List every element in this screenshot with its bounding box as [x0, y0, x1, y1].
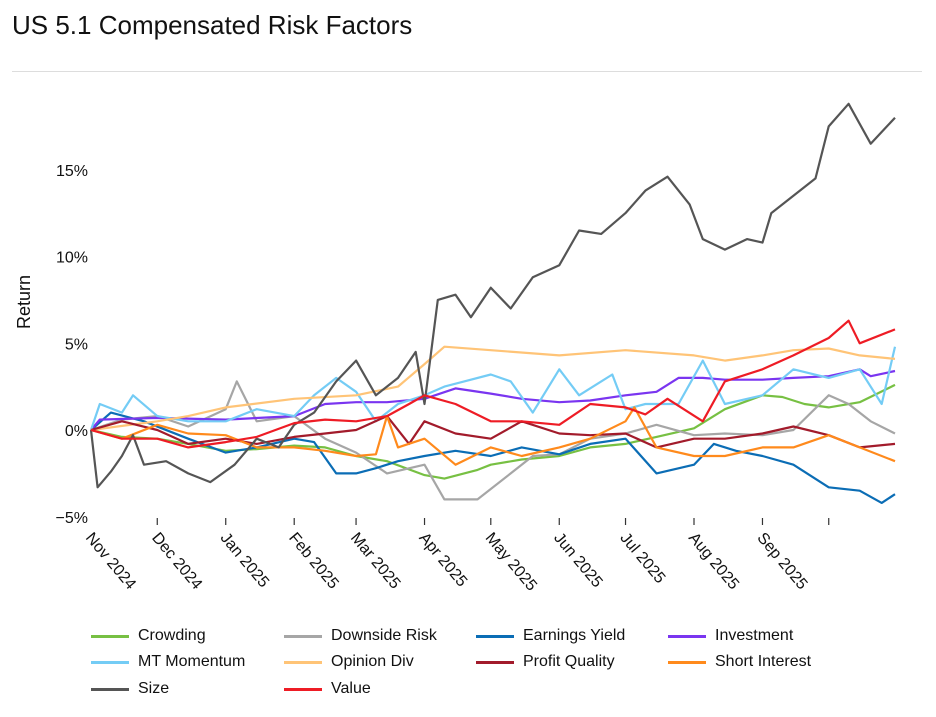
x-tick-label: Aug 2025 [685, 530, 742, 593]
y-tick-label: −5% [56, 510, 88, 527]
series-line-downside-risk [90, 380, 896, 501]
series-line-value [90, 319, 896, 449]
series-line-profit-quality [90, 415, 896, 449]
legend-swatch [668, 634, 706, 638]
legend-item[interactable]: Size [91, 679, 169, 699]
series-line-earnings-yield [90, 411, 896, 504]
legend-item[interactable]: Downside Risk [284, 626, 437, 646]
y-tick-label: 5% [65, 336, 88, 353]
x-tick-label: Apr 2025 [415, 530, 470, 591]
legend-item[interactable]: Opinion Div [284, 652, 414, 672]
x-tick-label: Mar 2025 [347, 530, 404, 593]
legend-label: Crowding [138, 627, 206, 644]
divider [12, 71, 922, 72]
x-tick-label: Feb 2025 [285, 530, 342, 593]
legend-swatch [476, 660, 514, 664]
legend-item[interactable]: Earnings Yield [476, 626, 625, 646]
y-tick-label: 0% [65, 423, 88, 440]
y-tick-label: 10% [56, 250, 88, 267]
x-tick-label: Jun 2025 [550, 530, 605, 591]
x-tick-label: May 2025 [482, 530, 540, 595]
legend-label: Short Interest [715, 653, 812, 670]
legend-item[interactable]: Investment [668, 626, 793, 646]
legend-label: Size [138, 680, 170, 697]
series-line-short-interest [90, 406, 896, 466]
legend-label: Opinion Div [331, 653, 414, 670]
legend-label: Value [331, 680, 371, 697]
legend-swatch [284, 660, 322, 664]
x-tick-label: Sep 2025 [753, 530, 810, 593]
legend-label: Profit Quality [523, 653, 615, 670]
legend-swatch [284, 634, 322, 638]
legend-label: Earnings Yield [523, 627, 626, 644]
y-tick-label: 15% [56, 163, 88, 180]
legend-swatch [284, 687, 322, 691]
legend-item[interactable]: Value [284, 679, 371, 699]
x-tick-label: Dec 2024 [148, 530, 205, 593]
legend-label: Downside Risk [331, 627, 437, 644]
legend-swatch [91, 634, 129, 638]
legend-swatch [476, 634, 514, 638]
page-title: US 5.1 Compensated Risk Factors [12, 10, 413, 40]
legend-item[interactable]: Short Interest [668, 652, 811, 672]
series-line-opinion-div [90, 345, 896, 432]
x-tick-label: Jul 2025 [616, 530, 668, 587]
series-line-mt-momentum [89, 346, 897, 431]
legend-swatch [668, 660, 706, 664]
x-tick-label: Nov 2024 [82, 530, 139, 593]
y-axis-label: Return [14, 275, 34, 329]
legend-label: Investment [715, 627, 794, 644]
x-tick-label: Jan 2025 [217, 530, 272, 591]
legend-label: MT Momentum [138, 653, 246, 670]
legend-swatch [91, 687, 129, 691]
legend-swatch [91, 660, 129, 664]
series-line-size [89, 102, 896, 489]
legend-item[interactable]: MT Momentum [91, 652, 245, 672]
legend-item[interactable]: Profit Quality [476, 652, 615, 672]
legend-item[interactable]: Crowding [91, 626, 206, 646]
